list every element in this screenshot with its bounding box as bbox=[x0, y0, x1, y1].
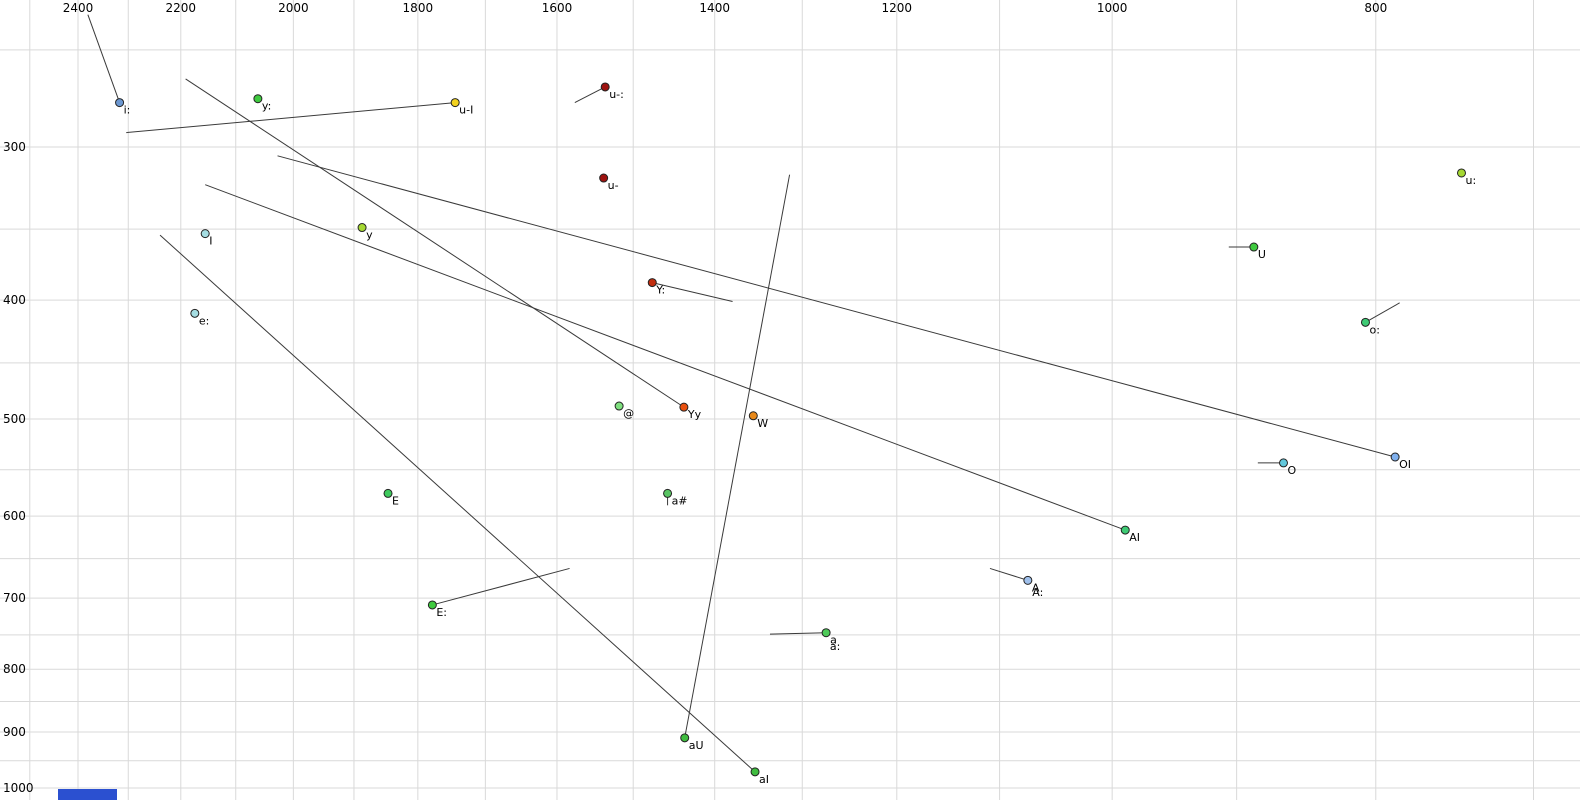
point-label: y bbox=[366, 229, 373, 242]
data-point[interactable] bbox=[1390, 452, 1400, 462]
data-point[interactable] bbox=[200, 229, 210, 239]
trajectory-line bbox=[989, 567, 1028, 581]
point-label: Yy bbox=[687, 408, 702, 421]
data-point[interactable] bbox=[1456, 168, 1466, 178]
point-label: Y: bbox=[655, 284, 665, 297]
trajectory-line bbox=[87, 14, 121, 103]
point-label: i: bbox=[124, 104, 131, 117]
y-tick-label: 800 bbox=[3, 662, 26, 676]
x-tick-label: 800 bbox=[1364, 1, 1387, 15]
point-label: aI bbox=[759, 773, 769, 786]
y-tick-label: 300 bbox=[3, 140, 26, 154]
x-tick-label: 2200 bbox=[166, 1, 197, 15]
x-tick-label: 1400 bbox=[699, 1, 730, 15]
point-label: e: bbox=[199, 314, 209, 327]
data-point[interactable] bbox=[599, 173, 609, 183]
data-point[interactable] bbox=[357, 223, 367, 233]
data-point[interactable] bbox=[821, 628, 831, 638]
x-tick-label: 2000 bbox=[278, 1, 309, 15]
data-point[interactable] bbox=[190, 308, 200, 318]
x-tick-label: 1000 bbox=[1097, 1, 1128, 15]
data-point[interactable] bbox=[427, 600, 437, 610]
data-point[interactable] bbox=[1120, 525, 1130, 535]
y-tick-label: 900 bbox=[3, 725, 26, 739]
trajectory-line bbox=[684, 174, 791, 738]
point-label: y: bbox=[262, 100, 271, 113]
annotation-label: A: bbox=[1032, 586, 1043, 599]
point-label: u-: bbox=[609, 88, 624, 101]
data-point[interactable] bbox=[115, 98, 125, 108]
point-label: a# bbox=[672, 494, 688, 507]
data-point[interactable] bbox=[614, 401, 624, 411]
data-point[interactable] bbox=[383, 488, 393, 498]
trajectory-line bbox=[185, 78, 685, 408]
point-label: E bbox=[392, 494, 399, 507]
data-point[interactable] bbox=[1360, 317, 1370, 327]
point-label: @ bbox=[623, 407, 634, 420]
y-tick-label: 400 bbox=[3, 293, 26, 307]
point-label: I bbox=[209, 235, 212, 248]
y-tick-label: 600 bbox=[3, 509, 26, 523]
data-point[interactable] bbox=[679, 402, 689, 412]
trajectory-line bbox=[1365, 302, 1400, 323]
data-point[interactable] bbox=[748, 411, 758, 421]
trajectory-line bbox=[277, 155, 1396, 458]
data-point[interactable] bbox=[1023, 575, 1033, 585]
trajectory-line bbox=[432, 567, 570, 606]
data-point[interactable] bbox=[663, 488, 673, 498]
data-point[interactable] bbox=[680, 733, 690, 743]
point-label: u-I bbox=[459, 104, 473, 117]
point-label: A bbox=[1032, 581, 1040, 594]
trajectory-line bbox=[205, 184, 1126, 531]
x-tick-label: 1600 bbox=[542, 1, 573, 15]
data-point[interactable] bbox=[647, 278, 657, 288]
data-point[interactable] bbox=[600, 82, 610, 92]
y-tick-label: 500 bbox=[3, 412, 26, 426]
point-label: aU bbox=[689, 739, 704, 752]
trajectory-line bbox=[574, 86, 606, 104]
x-tick-label: 1800 bbox=[403, 1, 434, 15]
point-label: o: bbox=[1369, 323, 1379, 336]
y-tick-label: 1000 bbox=[3, 781, 34, 795]
x-tick-label: 2400 bbox=[63, 1, 94, 15]
point-label: OI bbox=[1399, 458, 1411, 471]
point-label: O bbox=[1287, 464, 1296, 477]
point-label: u: bbox=[1465, 174, 1476, 187]
data-point[interactable] bbox=[1278, 458, 1288, 468]
point-label: u- bbox=[608, 179, 619, 192]
bottom-blue-bar bbox=[58, 789, 117, 800]
trajectory-line bbox=[159, 234, 756, 773]
annotation-label: a: bbox=[830, 640, 840, 653]
point-label: AI bbox=[1129, 531, 1140, 544]
x-tick-label: 1200 bbox=[882, 1, 913, 15]
trajectory-line bbox=[769, 632, 827, 635]
data-point[interactable] bbox=[750, 767, 760, 777]
data-point[interactable] bbox=[450, 98, 460, 108]
trajectory-line bbox=[652, 282, 733, 302]
trajectory-line bbox=[126, 102, 456, 134]
point-label: E: bbox=[436, 606, 447, 619]
point-label: a bbox=[830, 634, 837, 647]
data-point[interactable] bbox=[1249, 242, 1259, 252]
data-point[interactable] bbox=[253, 94, 263, 104]
point-label: W bbox=[757, 417, 768, 430]
point-label: U bbox=[1258, 248, 1266, 261]
y-tick-label: 700 bbox=[3, 591, 26, 605]
